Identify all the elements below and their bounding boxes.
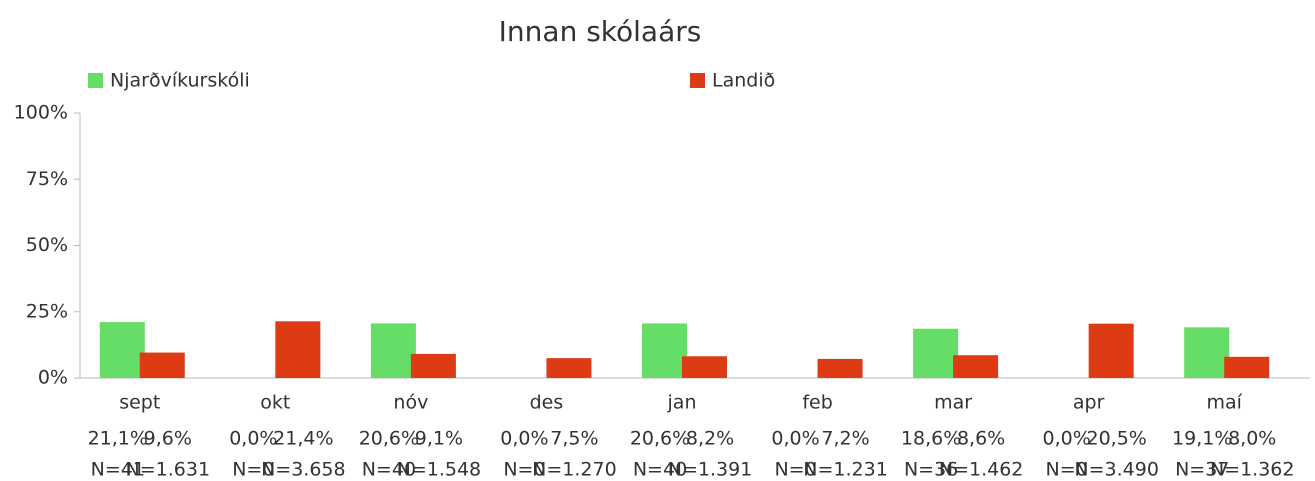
bar <box>1088 323 1134 378</box>
x-tick-label: okt <box>260 392 290 414</box>
bar <box>546 358 592 378</box>
x-tick-label: des <box>530 392 564 414</box>
x-tick-label: sept <box>119 392 160 414</box>
legend-label: Landið <box>712 70 775 92</box>
x-tick-label: feb <box>802 392 832 414</box>
y-tick-label: 0% <box>38 367 68 389</box>
n-label: N=37 <box>1175 459 1229 481</box>
value-label: 9,1% <box>415 428 463 450</box>
value-label: 0,0% <box>1043 428 1091 450</box>
legend-swatch <box>690 73 705 88</box>
n-label: N=41 <box>91 459 145 481</box>
x-tick-label: jan <box>667 392 697 414</box>
y-tick-label: 50% <box>26 234 68 256</box>
legend-label: Njarðvíkurskóli <box>110 70 250 92</box>
bar <box>642 323 687 378</box>
n-label: N=1.270 <box>532 459 617 481</box>
value-label: 7,2% <box>821 428 869 450</box>
n-label: N=0 <box>232 459 274 481</box>
n-label: N=1.391 <box>668 459 753 481</box>
value-label: 0,0% <box>771 428 819 450</box>
n-label: N=1.231 <box>803 459 888 481</box>
x-tick-label: mar <box>934 392 972 414</box>
n-label: N=1.362 <box>1210 459 1295 481</box>
n-label: N=36 <box>904 459 958 481</box>
value-label: 8,0% <box>1228 428 1276 450</box>
legend-swatch <box>88 73 103 88</box>
bar <box>817 358 863 378</box>
x-tick-label: apr <box>1073 392 1105 414</box>
value-label: 9,6% <box>144 428 192 450</box>
bar <box>682 356 727 378</box>
bar <box>1184 327 1230 378</box>
bar <box>953 355 999 378</box>
n-label: N=0 <box>1046 459 1088 481</box>
n-label: N=1.548 <box>397 459 482 481</box>
y-tick-label: 75% <box>26 168 68 190</box>
value-label: 8,6% <box>957 428 1005 450</box>
bar <box>99 322 145 378</box>
x-tick-label: nóv <box>393 392 428 414</box>
value-label: 21,4% <box>273 428 333 450</box>
x-tick-label: maí <box>1207 392 1243 414</box>
n-label: N=1.631 <box>126 459 211 481</box>
y-tick-label: 100% <box>14 102 68 124</box>
n-label: N=3.490 <box>1074 459 1159 481</box>
y-tick-label: 25% <box>26 300 68 322</box>
value-label: 20,6% <box>359 428 419 450</box>
bar <box>370 323 416 378</box>
value-label: 8,2% <box>686 428 734 450</box>
value-label: 19,1% <box>1172 428 1232 450</box>
n-label: N=0 <box>774 459 816 481</box>
bar <box>913 328 959 378</box>
value-label: 0,0% <box>500 428 548 450</box>
value-label: 7,5% <box>550 428 598 450</box>
value-label: 0,0% <box>229 428 277 450</box>
bar <box>1224 356 1270 378</box>
bar <box>139 352 185 378</box>
value-label: 20,6% <box>630 428 690 450</box>
n-label: N=0 <box>503 459 545 481</box>
n-label: N=3.658 <box>261 459 346 481</box>
bar <box>275 321 321 378</box>
n-label: N=40 <box>633 459 687 481</box>
value-label: 18,6% <box>901 428 961 450</box>
n-label: N=1.462 <box>939 459 1024 481</box>
value-label: 21,1% <box>88 428 148 450</box>
chart-title: Innan skólaárs <box>499 15 702 48</box>
value-label: 20,5% <box>1086 428 1146 450</box>
bar <box>410 353 456 378</box>
n-label: N=40 <box>362 459 416 481</box>
